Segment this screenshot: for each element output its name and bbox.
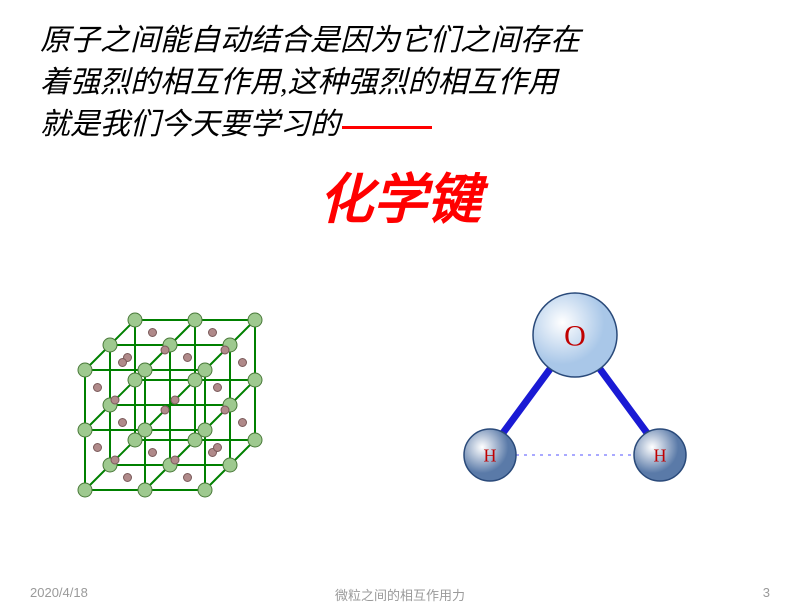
svg-text:H: H bbox=[654, 445, 667, 465]
intro-line2: 着强烈的相互作用,这种强烈的相互作用 bbox=[40, 66, 558, 99]
svg-text:H: H bbox=[484, 445, 497, 465]
water-molecule-diagram: O H H bbox=[430, 280, 720, 500]
footer-page: 3 bbox=[763, 585, 770, 600]
lattice-diagram bbox=[60, 255, 320, 515]
svg-text:O: O bbox=[564, 320, 586, 353]
intro-line1: 原子之间能自动结合是因为它们之间存在 bbox=[40, 24, 580, 57]
footer-title: 微粒之间的相互作用力 bbox=[0, 585, 800, 604]
intro-paragraph: 原子之间能自动结合是因为它们之间存在 着强烈的相互作用,这种强烈的相互作用 就是… bbox=[40, 20, 760, 146]
intro-line3: 就是我们今天要学习的 bbox=[40, 108, 340, 141]
dash-line bbox=[342, 126, 432, 129]
page-title: 化学键 bbox=[0, 155, 800, 234]
